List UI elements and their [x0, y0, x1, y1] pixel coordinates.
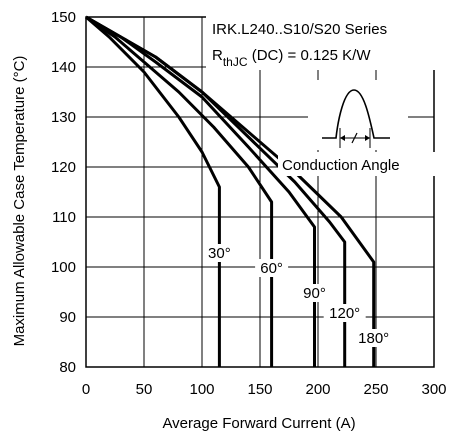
half-sine-waveform — [322, 89, 390, 139]
series-label: 120° — [329, 305, 360, 322]
y-tick-label: 130 — [51, 109, 76, 126]
chart-subtitle: RthJC (DC) = 0.125 K/W — [212, 47, 371, 69]
x-tick-labels: 0 50 100 150 200 250 300 — [82, 381, 447, 398]
x-tick-label: 250 — [363, 381, 388, 398]
x-tick-label: 200 — [305, 381, 330, 398]
subtitle-subscript: thJC — [223, 55, 248, 69]
angle-arrow-right-head — [365, 135, 370, 141]
series-line — [85, 15, 274, 367]
y-tick-label: 140 — [51, 59, 76, 76]
phi-symbol — [351, 132, 358, 144]
y-tick-label: 150 — [51, 9, 76, 26]
chart-title: IRK.L240..S10/S20 Series — [212, 21, 387, 38]
x-tick-label: 150 — [247, 381, 272, 398]
y-tick-labels: 80 90 100 110 120 130 140 150 — [51, 9, 76, 376]
y-tick-label: 80 — [59, 359, 76, 376]
inset-background — [308, 80, 408, 150]
subtitle-main: R — [212, 47, 223, 64]
series-label-background — [352, 329, 395, 347]
subtitle-rest: (DC) = 0.125 K/W — [248, 47, 372, 64]
angle-arrow-left-head — [340, 135, 345, 141]
series-label-background — [202, 244, 236, 262]
x-tick-label: 0 — [82, 381, 90, 398]
series-label-background — [298, 284, 332, 302]
title-box-background — [206, 8, 438, 70]
y-tick-label: 120 — [51, 159, 76, 176]
y-tick-label: 110 — [52, 209, 76, 226]
y-tick-label: 90 — [59, 309, 76, 326]
x-axis-label: Average Forward Current (A) — [162, 415, 355, 432]
y-axis-label: Maximum Allowable Case Temperature (°C) — [11, 56, 28, 347]
series-label: 30° — [208, 245, 231, 262]
inset-label: Conduction Angle — [282, 157, 400, 174]
y-tick-label: 100 — [51, 259, 76, 276]
series-label-background — [255, 259, 289, 277]
x-tick-label: 50 — [136, 381, 153, 398]
x-tick-label: 100 — [189, 381, 214, 398]
series-line — [85, 15, 221, 367]
x-tick-label: 300 — [421, 381, 446, 398]
title-box: IRK.L240..S10/S20 Series RthJC (DC) = 0.… — [206, 8, 438, 70]
series-label: 90° — [303, 285, 326, 302]
series-labels: 30° 60° 90°120° 180° — [202, 244, 395, 347]
conduction-angle-inset — [308, 80, 408, 150]
series-label: 180° — [358, 330, 389, 347]
series-line — [85, 15, 376, 367]
series-label: 60° — [260, 260, 283, 277]
series-lines — [85, 15, 376, 367]
series-label-background — [323, 304, 366, 322]
inset-label-background — [278, 152, 448, 176]
